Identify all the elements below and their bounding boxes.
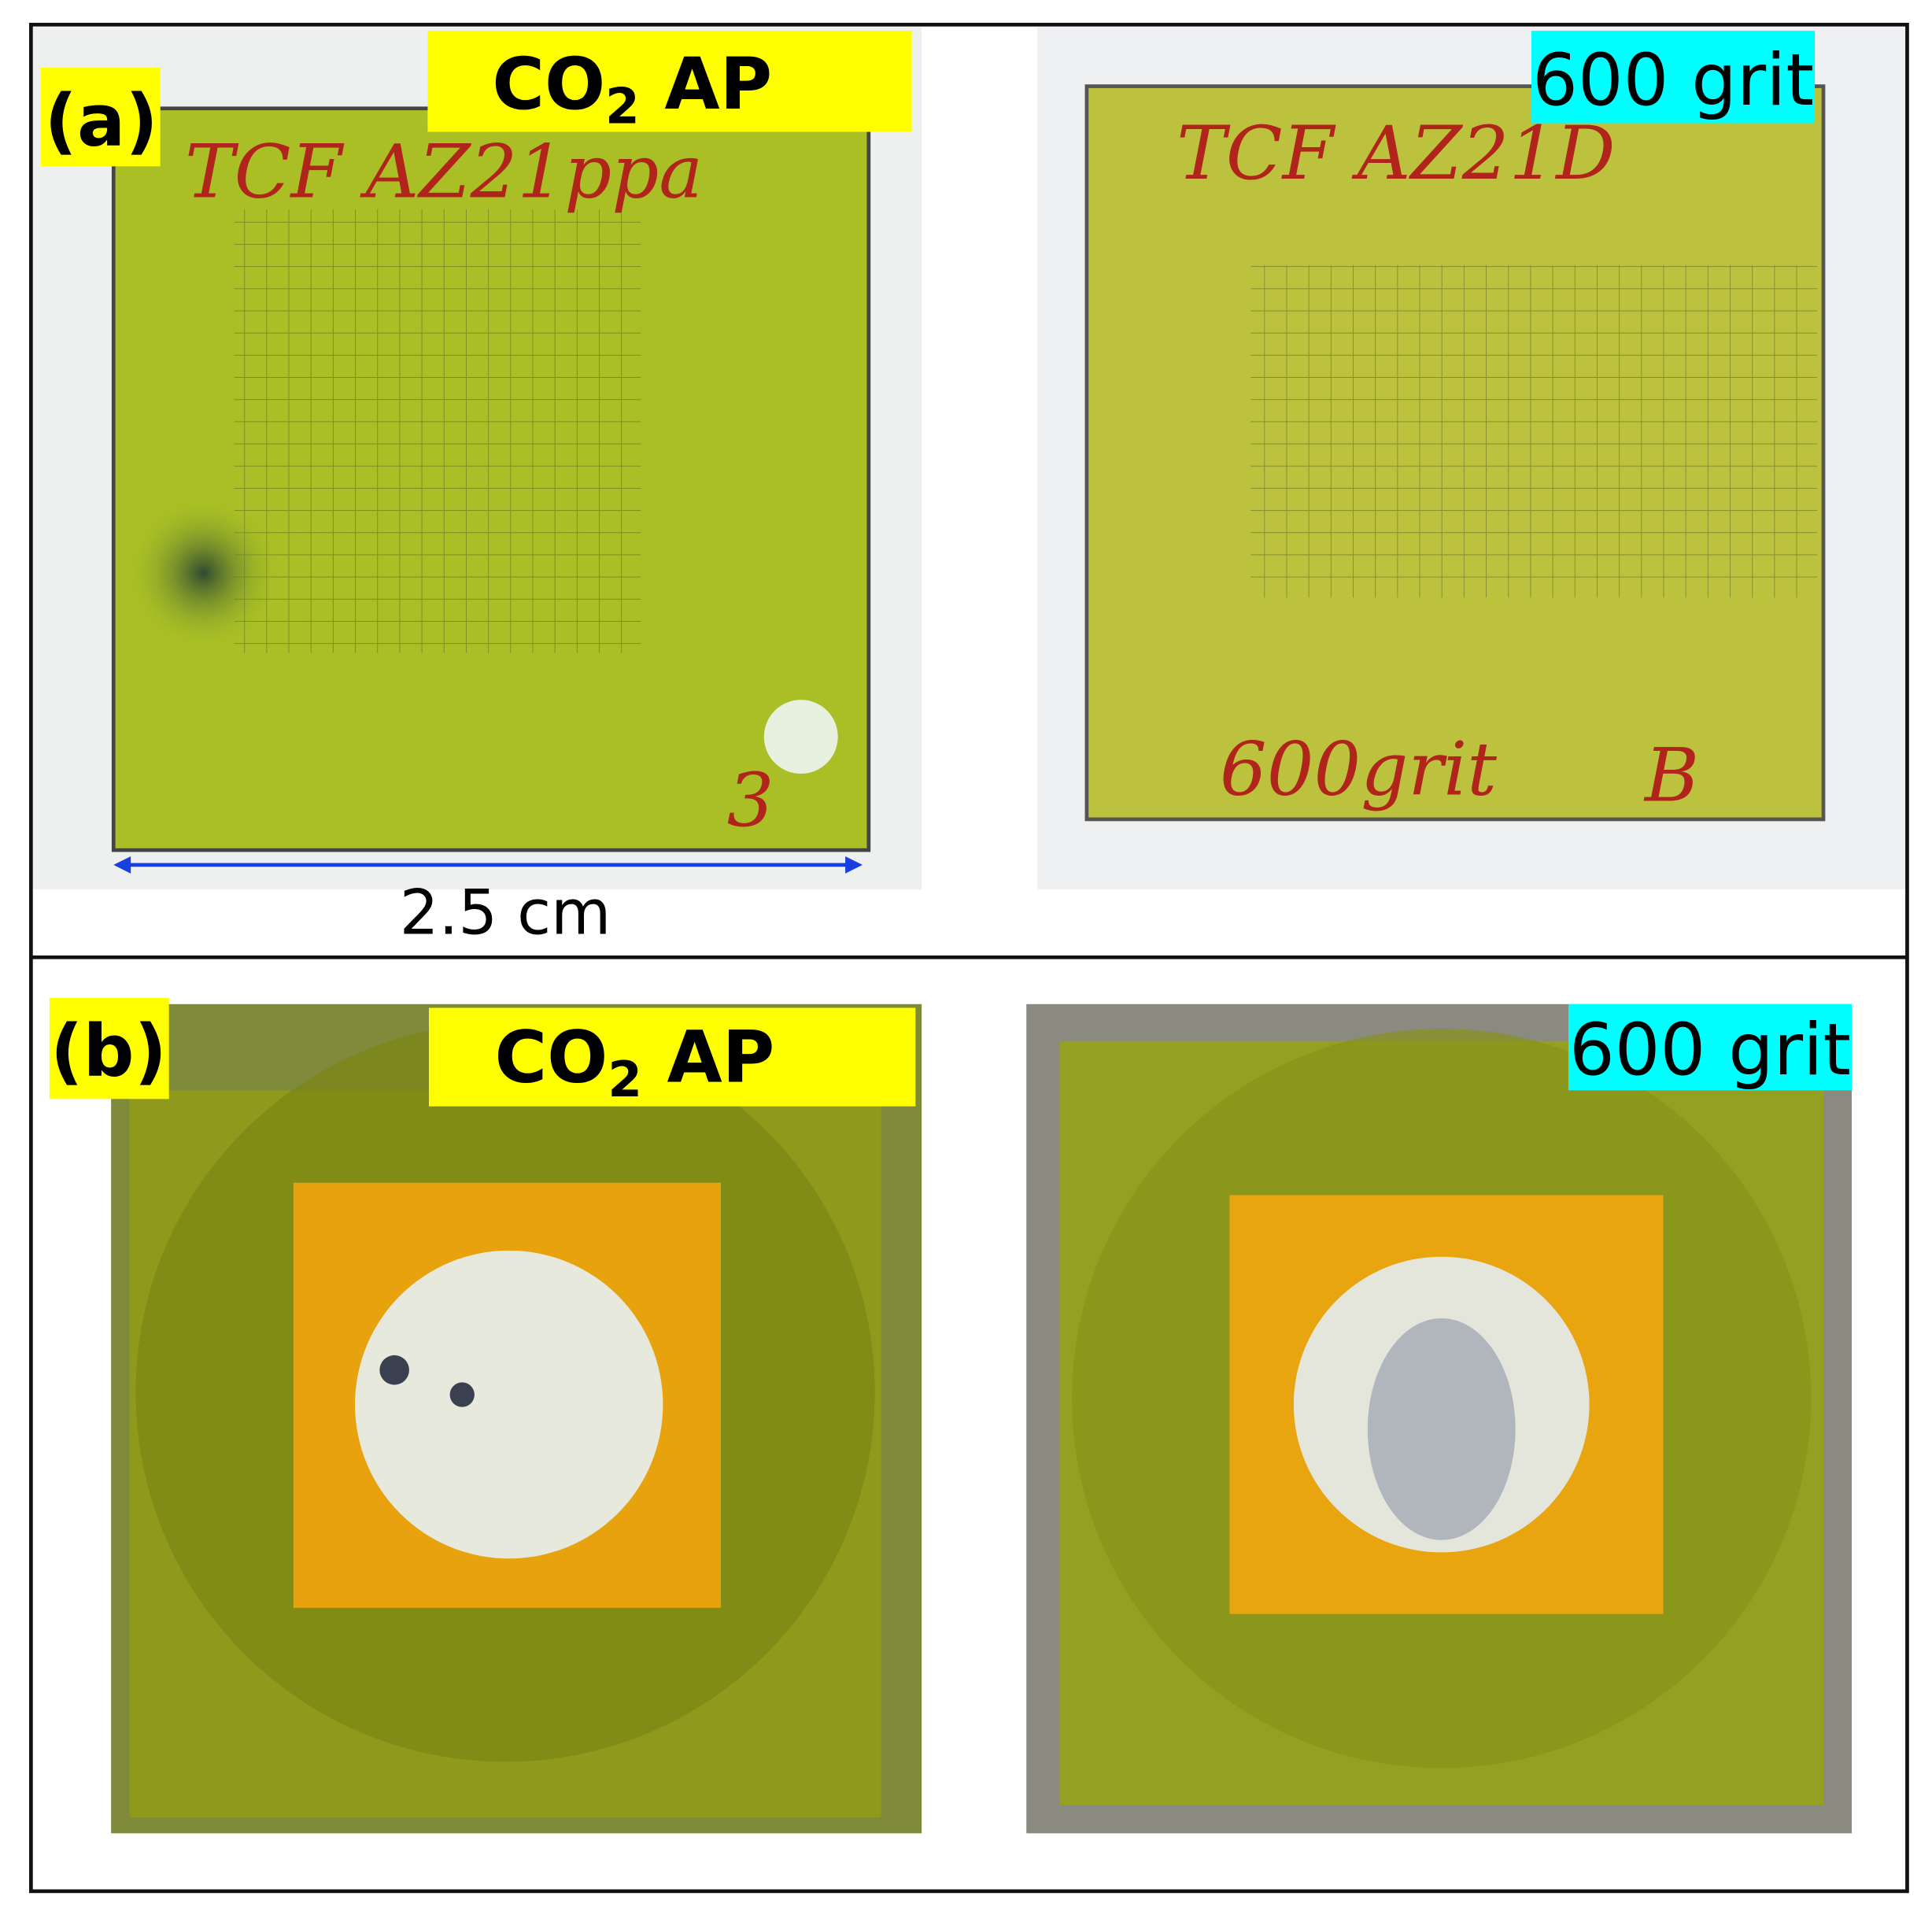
tag-suffix: AP (640, 43, 772, 126)
handwriting: 600grit (1220, 727, 1497, 813)
tag-main: CO (495, 1016, 608, 1099)
tag-main: CO (492, 43, 605, 126)
handwriting: TCF AZ21ppa (185, 129, 703, 215)
tag-suffix: AP (642, 1016, 774, 1099)
photo-b-left: CO2 AP (b) (49, 997, 922, 1834)
panel-label: (b) (50, 1011, 167, 1093)
panel-label: (a) (44, 80, 157, 163)
tag-subscript: 2 (605, 78, 640, 135)
photo-tag: CO2 AP (495, 1016, 775, 1108)
photo-tag: 600 grit (1532, 39, 1814, 122)
photo-tag: 600 grit (1569, 1009, 1851, 1092)
photo-tag: CO2 AP (492, 43, 772, 135)
photo-b-right: 600 grit (1026, 1004, 1853, 1834)
photo-a-right: TCF AZ21D 600grit B 600 grit (1037, 27, 1908, 890)
scale-bar-label: 2.5 cm (400, 878, 611, 949)
handwriting: 3 (727, 758, 774, 844)
photo-a-left: TCF AZ21ppa 3 CO2 AP (a) (31, 27, 922, 890)
handwriting: B (1643, 734, 1699, 819)
handwriting: TCF AZ21D (1177, 111, 1615, 197)
tag-subscript: 2 (608, 1051, 642, 1108)
